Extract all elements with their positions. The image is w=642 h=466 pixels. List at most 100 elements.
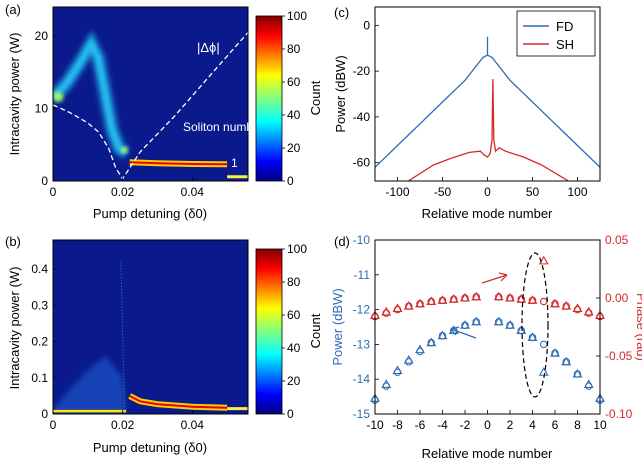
power-fit-marker <box>528 333 537 342</box>
x-tick-label: -4 <box>437 418 448 432</box>
phase-fit-marker <box>494 293 503 301</box>
panel-b-ylabel: Intracavity power (W) <box>7 267 22 390</box>
chaotic-hotspot <box>53 91 64 102</box>
phase-fit-marker <box>404 302 413 310</box>
panel-c-xlabel: Relative mode number <box>422 206 553 221</box>
colorbar-tick-label: 20 <box>287 374 301 388</box>
y-tick-label: -15 <box>353 407 371 421</box>
phase-fit-marker <box>584 309 593 317</box>
y-tick-label: 10 <box>35 102 49 116</box>
colorbar-b-label: Count <box>308 313 323 348</box>
x-tick-label: 6 <box>552 418 559 432</box>
panel-letter-d: (d) <box>334 234 350 249</box>
power-fit-marker <box>393 368 402 376</box>
annotation-soliton-number: Soliton number <box>183 120 264 134</box>
series-fd-line <box>375 36 600 168</box>
colorbar-tick-label: 80 <box>287 42 301 56</box>
power-fit-marker <box>427 338 435 347</box>
phase-measured-marker <box>583 306 594 316</box>
colorbar-b <box>255 248 283 415</box>
x-tick-label: 8 <box>574 418 581 432</box>
power-fit-marker <box>382 382 390 390</box>
y2-tick-label: 0.00 <box>605 291 629 305</box>
y-tick-label: 0.1 <box>31 371 48 385</box>
x-tick-label: 0 <box>484 185 491 199</box>
phase-fit-marker <box>506 294 514 302</box>
phase-measured-marker <box>538 255 549 265</box>
panel-d-xlabel: Relative mode number <box>422 446 553 461</box>
transition-hotspot <box>121 146 128 153</box>
colorbar-tick-label: 100 <box>287 242 307 256</box>
colorbar-tick-label: 0 <box>287 174 294 188</box>
y-tick-label: -20 <box>353 64 371 78</box>
phase-fit-marker <box>449 295 458 303</box>
arrow-phase <box>481 272 508 284</box>
panel-b-xlabel: Pump detuning (δ0) <box>93 440 207 455</box>
x-tick-label: 2 <box>507 418 514 432</box>
x-tick-label: 0.04 <box>181 418 205 432</box>
highlight-ellipse <box>521 252 549 398</box>
phase-fit-marker <box>539 297 548 306</box>
phase-fit-marker <box>562 302 570 310</box>
y-tick-label: 20 <box>35 29 49 43</box>
y-tick-label: 0.2 <box>31 335 48 349</box>
panel-a-plot-area <box>53 7 248 181</box>
x-tick-label: -50 <box>434 185 452 199</box>
power-fit-marker <box>517 326 525 335</box>
power-fit-marker <box>551 349 559 357</box>
colorbar-tick-label: 80 <box>287 275 301 289</box>
phase-fit-marker <box>551 300 559 308</box>
x-tick-label: 50 <box>526 185 540 199</box>
power-fit-marker <box>449 326 458 335</box>
legend-c: FD SH <box>516 10 596 57</box>
power-fit-marker <box>416 347 424 356</box>
x-tick-label: 0.02 <box>111 185 135 199</box>
y2-tick-label: -0.05 <box>605 349 633 363</box>
phase-fit-marker <box>528 296 537 305</box>
x-tick-label: 0.02 <box>111 418 135 432</box>
y2-tick-label: -0.10 <box>605 407 633 421</box>
series-sh-line <box>407 79 569 181</box>
colorbar-tick-label: 40 <box>287 108 301 122</box>
power-fit-marker <box>461 321 469 330</box>
panel-letter-b: (b) <box>5 234 21 249</box>
y-tick-label: 0 <box>363 18 370 32</box>
phase-fit-marker <box>416 300 424 308</box>
vertical-streak <box>120 261 125 407</box>
phase-fit-marker <box>517 295 525 303</box>
power-fit-marker <box>573 370 582 378</box>
colorbar-a <box>255 15 283 182</box>
x-tick-label: -2 <box>460 418 471 432</box>
power-fit-marker <box>584 382 593 390</box>
y-tick-label: -40 <box>353 110 371 124</box>
panel-c-ylabel: Power (dBW) <box>333 55 348 132</box>
x-tick-label: 0 <box>50 418 57 432</box>
x-tick-label: 0 <box>484 418 491 432</box>
x-tick-label: 4 <box>529 418 536 432</box>
panel-a-ylabel: Intracavity power (W) <box>7 33 22 156</box>
annotation-phase-label: |Δϕ| <box>197 40 220 55</box>
panel-d-y2label: Phase (rad) <box>634 293 642 361</box>
y-tick-label: 0 <box>41 174 48 188</box>
y-tick-label: 0.4 <box>31 262 48 276</box>
phase-fit-marker <box>472 293 480 301</box>
x-tick-label: -100 <box>385 185 409 199</box>
power-fit-marker <box>494 318 503 326</box>
x-tick-label: 10 <box>593 418 607 432</box>
y-tick-label: -13 <box>353 337 371 351</box>
panel-b: 0 0.02 0.04 0 0.1 0.2 0.3 0.4 Pump detuning (δ0… <box>7 239 323 455</box>
colorbar-tick-label: 60 <box>287 75 301 89</box>
x-tick-label: -10 <box>366 418 384 432</box>
power-fit-marker <box>562 358 570 366</box>
panel-c: -100 -50 0 50 100 -60 -40 -20 0 Relative mode nu… <box>333 6 601 221</box>
power-measured-marker <box>538 367 549 376</box>
phase-fit-marker <box>393 305 402 314</box>
y-tick-label: -12 <box>353 303 371 317</box>
y-tick-label: -60 <box>353 156 371 170</box>
phase-measured-marker <box>392 303 403 312</box>
power-fit-marker <box>539 340 548 349</box>
y2-tick-label: 0.05 <box>605 233 629 247</box>
power-fit-marker <box>472 318 480 326</box>
annotation-soliton-count: 1 <box>231 156 238 170</box>
x-tick-label: -6 <box>415 418 426 432</box>
